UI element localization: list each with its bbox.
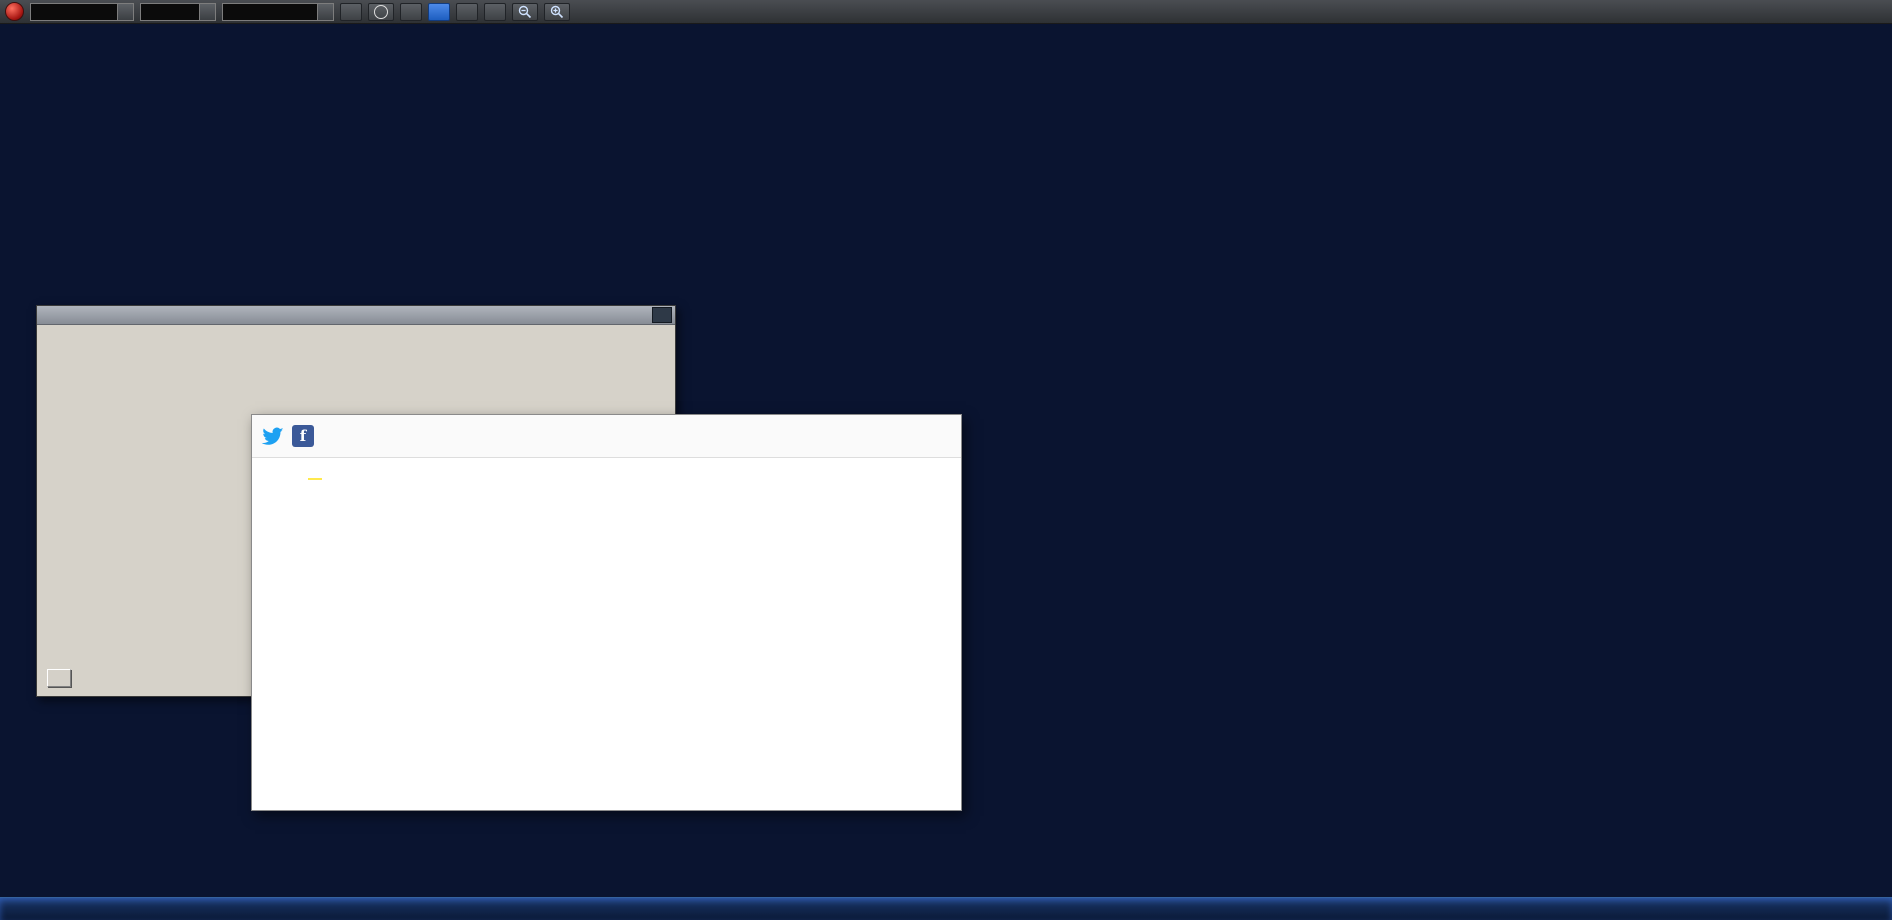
cloud-button[interactable] (400, 3, 422, 21)
pair-select[interactable] (30, 3, 134, 21)
bottom-time-axis (0, 897, 1892, 920)
info-button[interactable] (368, 3, 394, 21)
zoom-out-button[interactable] (512, 3, 538, 21)
zoom-out-icon (518, 5, 532, 19)
chevron-down-icon[interactable] (199, 4, 215, 20)
info-icon (374, 5, 388, 19)
marker-button[interactable] (484, 3, 506, 21)
yield-quote-time (308, 478, 322, 480)
chevron-down-icon[interactable] (117, 4, 133, 20)
chevron-down-icon[interactable] (317, 4, 333, 20)
zoom-in-icon (550, 5, 564, 19)
facebook-icon[interactable]: f (292, 425, 314, 447)
treasury-widget-header: f (252, 415, 961, 458)
zoom-in-button[interactable] (544, 3, 570, 21)
draw-tool-button[interactable] (340, 3, 362, 21)
fx-chart-app: f (0, 0, 1892, 920)
close-icon[interactable] (652, 307, 672, 323)
news-content (37, 325, 675, 369)
technical-select[interactable] (222, 3, 334, 21)
treasury-widget: f (251, 414, 962, 811)
news-window-titlebar[interactable] (37, 306, 675, 325)
old-button[interactable] (47, 669, 71, 687)
timeframe-select[interactable] (140, 3, 216, 21)
toolbar (0, 0, 1892, 24)
twitter-icon[interactable] (261, 425, 284, 448)
bid-button[interactable] (428, 3, 450, 21)
treasury-price-row (252, 457, 961, 501)
ask-button[interactable] (456, 3, 478, 21)
app-logo-icon (5, 2, 24, 21)
